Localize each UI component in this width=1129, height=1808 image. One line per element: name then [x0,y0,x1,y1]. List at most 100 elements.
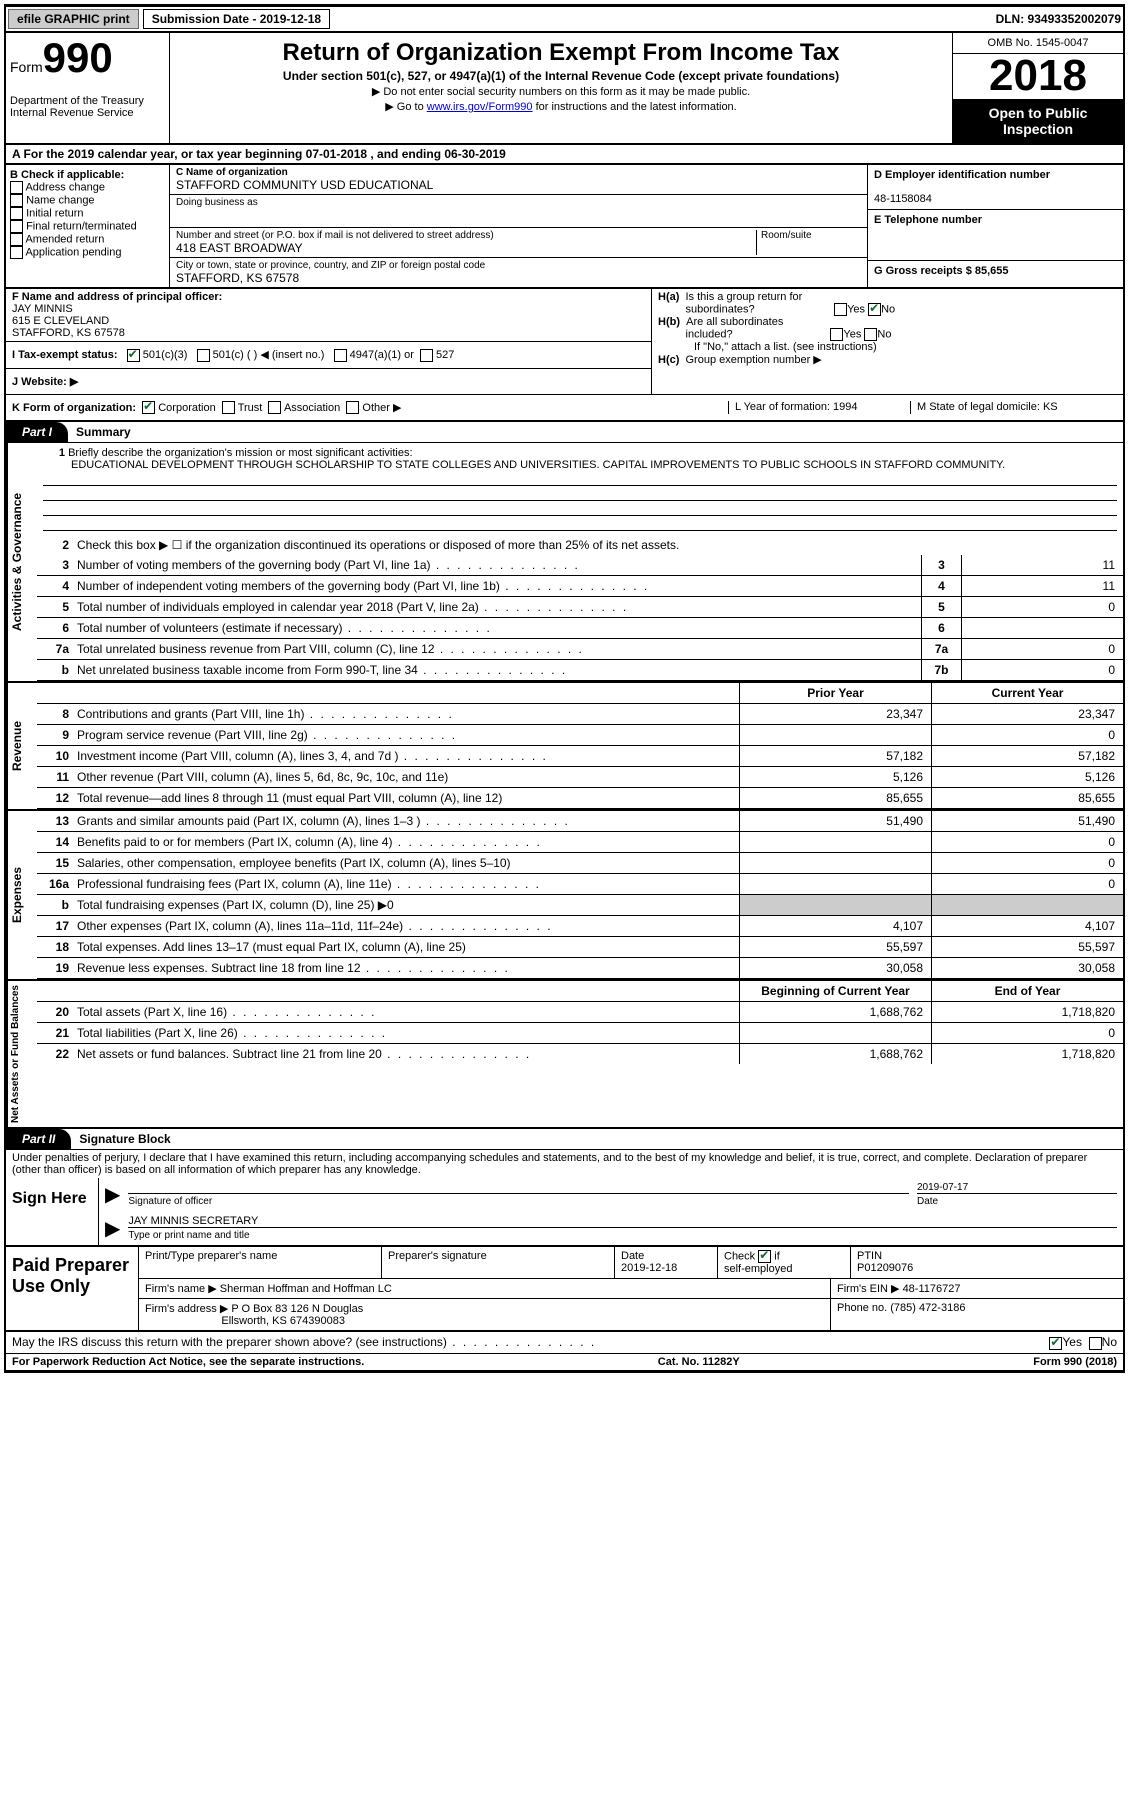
chk-4947[interactable] [334,349,347,362]
sign-date: 2019-07-17 [917,1182,1117,1193]
j-website-label: J Website: ▶ [12,376,78,388]
firm-phone: Phone no. (785) 472-3186 [831,1299,1123,1330]
form-title: Return of Organization Exempt From Incom… [174,39,948,67]
m-state-domicile: M State of legal domicile: KS [910,401,1117,415]
hc-label: H(c) Group exemption number ▶ [658,353,1117,366]
line8-prior: 23,347 [739,704,932,724]
line7a-text: Total unrelated business revenue from Pa… [73,640,921,658]
chk-other[interactable] [346,401,359,414]
chk-final-return[interactable]: Final return/terminated [10,220,165,233]
chk-discuss-yes[interactable] [1049,1337,1062,1350]
line7a-val: 0 [962,639,1123,659]
current-year-header: Current Year [932,683,1123,703]
form-subtitle-3: ▶ Go to www.irs.gov/Form990 for instruct… [174,100,948,113]
chk-501c[interactable] [197,349,210,362]
hb-note: If "No," attach a list. (see instruction… [658,341,1117,353]
preparer-sig-label: Preparer's signature [382,1247,615,1278]
g-gross-receipts: G Gross receipts $ 85,655 [874,265,1009,277]
line8-text: Contributions and grants (Part VIII, lin… [73,705,739,723]
pointer-icon-2: ▶ [105,1216,120,1241]
dba-label: Doing business as [176,197,258,208]
line11-curr: 5,126 [932,767,1123,787]
line18-curr: 55,597 [932,937,1123,957]
chk-address-change[interactable]: Address change [10,181,165,194]
begin-year-header: Beginning of Current Year [739,981,932,1001]
line1-label: Briefly describe the organization's miss… [68,447,412,459]
chk-discuss-no[interactable] [1089,1337,1102,1350]
cat-no: Cat. No. 11282Y [658,1356,740,1368]
chk-ha-yes[interactable] [834,303,847,316]
officer-name: JAY MINNIS [12,303,73,315]
chk-ha-no[interactable] [868,303,881,316]
discuss-text: May the IRS discuss this return with the… [12,1335,1049,1349]
paid-preparer-label: Paid Preparer Use Only [6,1247,139,1330]
line18-prior: 55,597 [739,937,932,957]
chk-application-pending[interactable]: Application pending [10,246,165,259]
line22-text: Net assets or fund balances. Subtract li… [73,1045,739,1063]
line19-text: Revenue less expenses. Subtract line 18 … [73,959,739,977]
street-address: 418 EAST BROADWAY [176,241,303,255]
ptin: P01209076 [857,1262,913,1274]
line3-val: 11 [962,555,1123,575]
line6-text: Total number of volunteers (estimate if … [73,619,921,637]
city-state-zip: STAFFORD, KS 67578 [176,271,299,285]
efile-print-button[interactable]: efile GRAPHIC print [8,9,139,29]
firm-name: Sherman Hoffman and Hoffman LC [220,1283,392,1295]
line11-text: Other revenue (Part VIII, column (A), li… [73,768,739,786]
row-a-tax-year: A For the 2019 calendar year, or tax yea… [4,145,1125,165]
dept-label: Department of the Treasury Internal Reve… [10,95,165,119]
line21-curr: 0 [932,1023,1123,1043]
line13-text: Grants and similar amounts paid (Part IX… [73,812,739,830]
line9-text: Program service revenue (Part VIII, line… [73,726,739,744]
c-name-label: C Name of organization [176,167,288,178]
line15-text: Salaries, other compensation, employee b… [73,854,739,872]
chk-trust[interactable] [222,401,235,414]
chk-name-change[interactable]: Name change [10,194,165,207]
ein-value: 48-1158084 [874,193,932,205]
chk-amended-return[interactable]: Amended return [10,233,165,246]
chk-hb-no[interactable] [864,328,877,341]
e-phone-label: E Telephone number [874,214,982,226]
line14-prior [739,832,932,852]
sign-here-label: Sign Here [6,1178,99,1245]
self-employed-check[interactable]: Check ifself-employed [718,1247,851,1278]
chk-501c3[interactable] [127,349,140,362]
line14-text: Benefits paid to or for members (Part IX… [73,833,739,851]
officer-addr1: 615 E CLEVELAND [12,315,109,327]
line9-prior [739,725,932,745]
prior-year-header: Prior Year [739,683,932,703]
chk-initial-return[interactable]: Initial return [10,207,165,220]
chk-corporation[interactable] [142,401,155,414]
line2-text: Check this box ▶ ☐ if the organization d… [73,536,1123,554]
city-label: City or town, state or province, country… [176,260,485,271]
end-year-header: End of Year [932,981,1123,1001]
submission-date-label: Submission Date - 2019-12-18 [143,9,330,29]
tax-year: 2018 [953,54,1123,98]
mission-text: EDUCATIONAL DEVELOPMENT THROUGH SCHOLARS… [43,459,1117,471]
pointer-icon: ▶ [105,1182,120,1207]
form990-link[interactable]: www.irs.gov/Form990 [427,101,533,113]
open-to-public: Open to Public Inspection [953,98,1123,143]
chk-association[interactable] [268,401,281,414]
line11-prior: 5,126 [739,767,932,787]
d-ein-label: D Employer identification number [874,169,1050,181]
line12-prior: 85,655 [739,788,932,808]
firm-address: P O Box 83 126 N Douglas [231,1303,363,1315]
firm-ein: 48-1176727 [903,1283,961,1295]
line20-prior: 1,688,762 [739,1002,932,1022]
line17-text: Other expenses (Part IX, column (A), lin… [73,917,739,935]
form-number: 990 [43,34,113,81]
signature-line: Signature of officer [128,1193,909,1207]
line4-text: Number of independent voting members of … [73,577,921,595]
line7b-val: 0 [962,660,1123,680]
line8-curr: 23,347 [932,704,1123,724]
k-label: K Form of organization: [12,402,136,414]
line14-curr: 0 [932,832,1123,852]
line10-curr: 57,182 [932,746,1123,766]
chk-527[interactable] [420,349,433,362]
chk-hb-yes[interactable] [830,328,843,341]
line17-prior: 4,107 [739,916,932,936]
i-label: I Tax-exempt status: [12,349,118,361]
line5-val: 0 [962,597,1123,617]
line15-prior [739,853,932,873]
